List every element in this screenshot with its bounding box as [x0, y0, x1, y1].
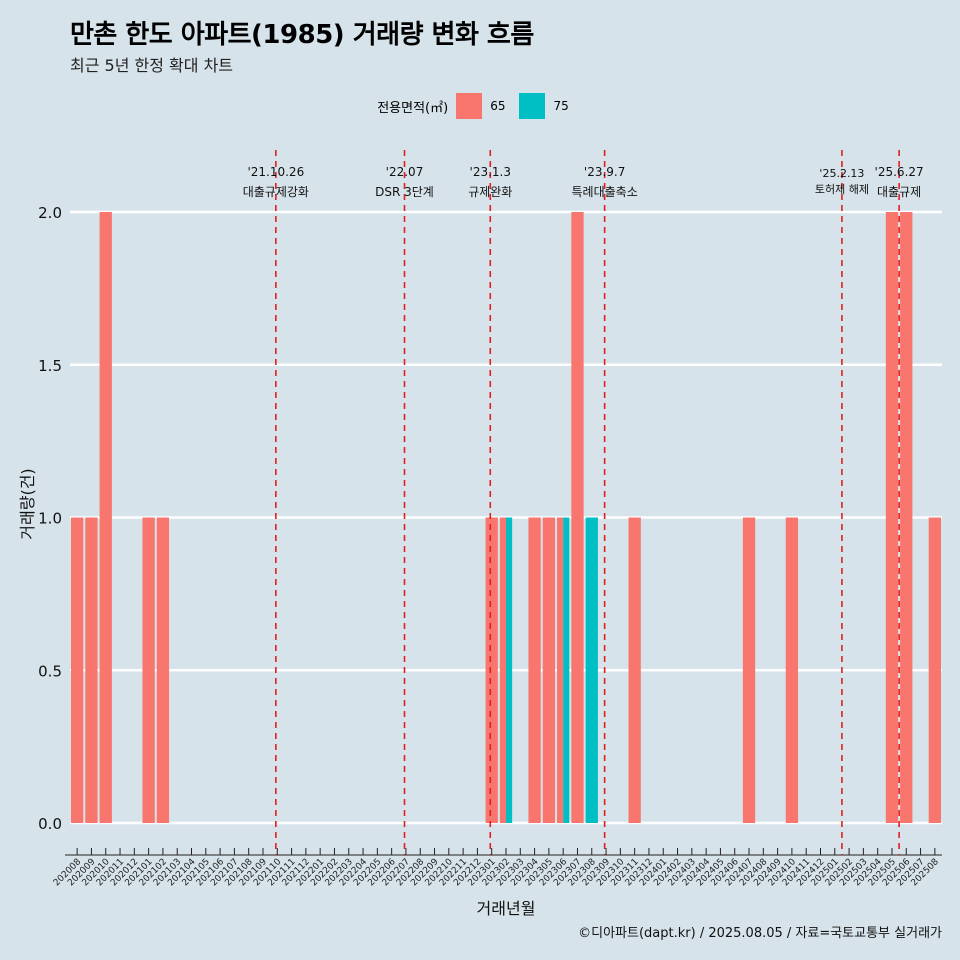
legend-label-65: 65 — [490, 99, 506, 113]
bar-65 — [542, 517, 556, 823]
legend-label-75: 75 — [553, 99, 569, 113]
bar-65 — [499, 517, 506, 823]
event-text-label: 대출규제 — [877, 185, 921, 199]
caption: ©디아파트(dapt.kr) / 2025.08.05 / 자료=국토교통부 실… — [578, 926, 942, 941]
event-text-label: 특례대출축소 — [572, 185, 638, 199]
bar-65 — [71, 517, 84, 823]
event-date-label: '23.9.7 — [584, 165, 625, 179]
event-date-label: '25.2.13 — [819, 167, 864, 180]
y-tick-label: 1.5 — [38, 357, 62, 375]
y-tick-label: 1.0 — [38, 510, 62, 528]
event-date-label: '21.10.26 — [247, 165, 304, 179]
legend-swatch-75 — [519, 93, 546, 119]
legend: 전용면적(㎡) 65 75 — [0, 93, 960, 119]
event-text-label: 토허제 해제 — [815, 182, 869, 196]
bar-65 — [928, 517, 941, 823]
bar-65 — [156, 517, 170, 823]
bar-75 — [585, 517, 598, 823]
bar-65 — [900, 212, 913, 823]
chart-subtitle: 최근 5년 한정 확대 차트 — [70, 56, 234, 75]
event-text-label: 규제완화 — [468, 185, 512, 199]
bar-65 — [628, 517, 641, 823]
bar-75 — [563, 517, 570, 823]
event-text-label: 대출규제강화 — [243, 185, 309, 199]
bar-65 — [742, 517, 756, 823]
bar-65 — [571, 212, 584, 823]
legend-title: 전용면적(㎡) — [377, 100, 449, 116]
event-text-label: DSR 3단계 — [375, 185, 434, 199]
bar-65 — [785, 517, 799, 823]
y-tick-label: 0.5 — [38, 662, 62, 680]
bar-65 — [99, 212, 112, 823]
event-date-label: '25.6.27 — [875, 165, 924, 179]
y-tick-label: 2.0 — [38, 204, 62, 222]
x-axis-title: 거래년월 — [477, 899, 536, 918]
bar-65 — [885, 212, 899, 823]
bar-65 — [85, 517, 98, 823]
y-axis-title: 거래량(건) — [18, 468, 37, 539]
bar-65 — [142, 517, 155, 823]
legend-swatch-65 — [456, 93, 483, 119]
event-date-label: '23.1.3 — [470, 165, 511, 179]
chart-title: 만촌 한도 아파트(1985) 거래량 변화 흐름 — [70, 20, 534, 50]
bar-75 — [506, 517, 513, 823]
y-tick-label: 0.0 — [38, 815, 62, 833]
event-date-label: '22.07 — [386, 165, 424, 179]
bar-65 — [485, 517, 498, 823]
bar-65 — [528, 517, 541, 823]
bar-65 — [557, 517, 564, 823]
